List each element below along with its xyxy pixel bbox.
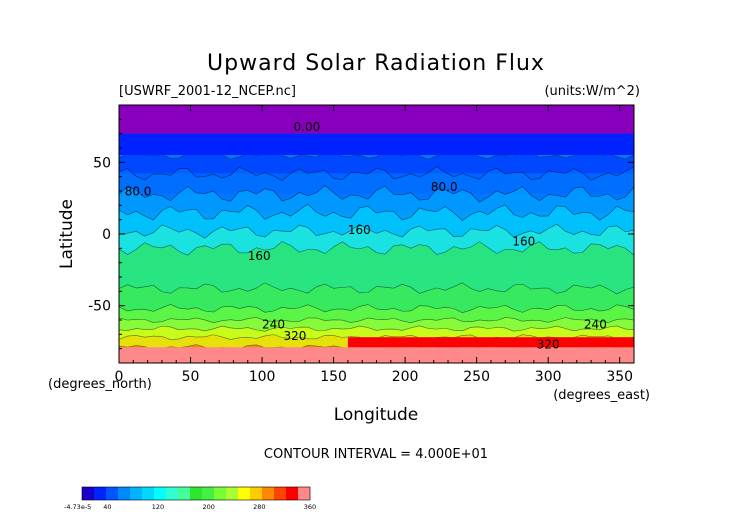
colorbar-swatch	[286, 487, 299, 500]
heatmap-band	[119, 105, 634, 134]
colorbar-swatch	[142, 487, 155, 500]
heatmap-band	[119, 347, 634, 363]
contour-label: 160	[348, 223, 371, 237]
contour-label: 80.0	[431, 180, 458, 194]
colorbar-label: 360	[304, 503, 316, 511]
colorbar-swatch	[118, 487, 131, 500]
colorbar-swatch	[202, 487, 215, 500]
contour-label: 0.00	[294, 120, 321, 134]
heatmap-band	[119, 133, 634, 156]
colorbar-label: 280	[253, 503, 265, 511]
x-tick-label: 50	[182, 369, 200, 385]
contour-interval-label: CONTOUR INTERVAL = 4.000E+01	[264, 447, 488, 462]
x-tick-label: 350	[606, 369, 633, 385]
contour-label: 320	[537, 338, 560, 352]
contour-label: 240	[584, 318, 607, 332]
colorbar-label: 200	[202, 503, 214, 511]
heatmap-detail	[119, 105, 634, 363]
contour-label: 80.0	[125, 184, 152, 198]
colorbar-swatch	[130, 487, 143, 500]
colorbar-swatch	[226, 487, 239, 500]
heatmap-region	[347, 337, 634, 348]
x-axis-label: Longitude	[334, 405, 419, 425]
y-tick-label: 0	[102, 227, 111, 243]
colorbar-label: -4.73e-5	[64, 503, 91, 511]
colorbar-swatch	[274, 487, 287, 500]
colorbar-swatch	[190, 487, 203, 500]
x-tick-label: 100	[249, 369, 276, 385]
y-tick-label: 50	[93, 155, 111, 171]
colorbar-swatch	[82, 487, 95, 500]
file-label: [USWRF_2001-12_NCEP.nc]	[119, 84, 296, 99]
y-axis-ticks: 50 0 -50	[88, 118, 634, 350]
colorbar-frame	[81, 486, 311, 501]
chart-title: Upward Solar Radiation Flux	[207, 51, 545, 76]
colorbar-swatch	[178, 487, 191, 500]
colorbar	[81, 486, 311, 501]
y-tick-label: -50	[88, 299, 111, 315]
colorbar-swatch	[94, 487, 107, 500]
contour-label: 240	[262, 318, 285, 332]
colorbar-swatch	[250, 487, 263, 500]
colorbar-swatch	[154, 487, 167, 500]
colorbar-label: 120	[152, 503, 164, 511]
colorbar-swatch	[238, 487, 251, 500]
x-tick-label: 300	[535, 369, 562, 385]
contour-label: 160	[512, 234, 535, 248]
colorbar-swatch	[166, 487, 179, 500]
x-unit-label: (degrees_east)	[553, 388, 650, 403]
units-label: (units:W/m^2)	[544, 84, 640, 99]
colorbar-swatch	[214, 487, 227, 500]
contour-label: 320	[284, 329, 307, 343]
colorbar-swatch	[298, 487, 311, 500]
colorbar-label: 40	[103, 503, 111, 511]
x-tick-label: 200	[392, 369, 419, 385]
x-axis-ticks: 0 50 100 150 200 250 300 350	[115, 105, 633, 385]
x-tick-label: 250	[463, 369, 490, 385]
contour-label: 160	[248, 249, 271, 263]
colorbar-swatch	[262, 487, 275, 500]
y-unit-label: (degrees_north)	[48, 377, 152, 392]
colorbar-labels: -4.73e-5 40 120 200 280 360	[64, 503, 316, 511]
x-tick-label: 0	[115, 369, 124, 385]
x-tick-label: 150	[320, 369, 347, 385]
colorbar-swatch	[106, 487, 119, 500]
y-axis-label: Latitude	[57, 199, 77, 269]
